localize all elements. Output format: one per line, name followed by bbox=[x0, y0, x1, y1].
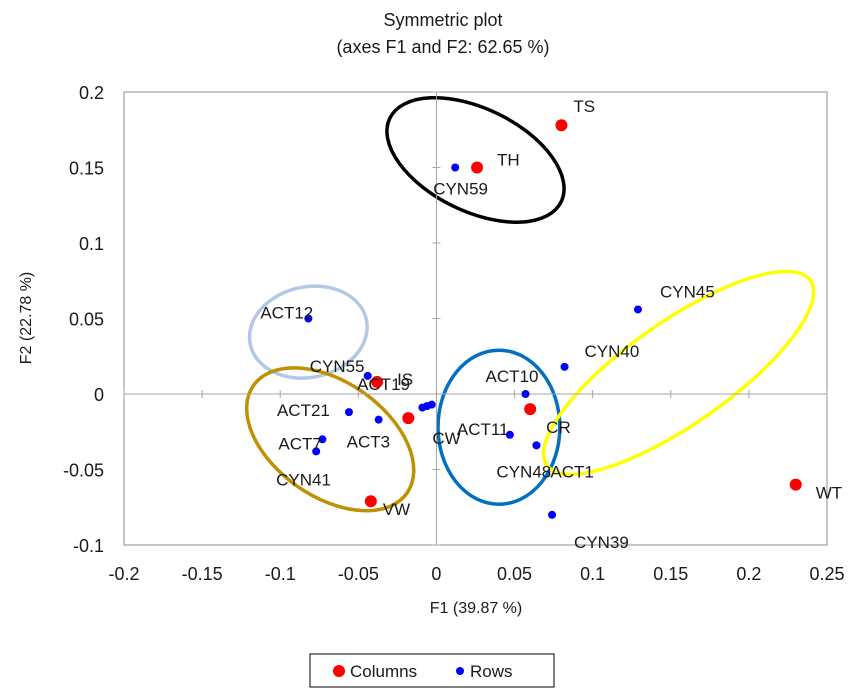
x-axis-ticks: -0.2 -0.15 -0.1 -0.05 0 0.05 0.1 0.15 0.2 0.25 bbox=[108, 390, 845, 584]
x-tick-label: 0.05 bbox=[497, 564, 532, 584]
x-tick-label: -0.05 bbox=[338, 564, 379, 584]
legend-label-rows: Rows bbox=[470, 662, 513, 681]
point-label-act1: ACT1 bbox=[550, 462, 593, 481]
y-tick-label: 0 bbox=[94, 385, 104, 405]
ellipse-blue-group bbox=[436, 348, 562, 506]
y-tick-label: 0.2 bbox=[79, 83, 104, 103]
point-rows-act21 bbox=[344, 408, 353, 417]
point-rows-act3 bbox=[374, 415, 383, 424]
point-columns-th bbox=[471, 161, 484, 174]
legend-box bbox=[309, 653, 555, 688]
plot-area bbox=[123, 91, 828, 546]
point-label-cyn40: CYN40 bbox=[585, 342, 640, 361]
legend: Columns Rows bbox=[309, 653, 555, 688]
point-label-act19: ACT19 bbox=[357, 375, 410, 394]
point-label-th: TH bbox=[497, 151, 520, 170]
point-label-cyn39: CYN39 bbox=[574, 533, 629, 552]
y-tick-label: 0.15 bbox=[69, 159, 104, 179]
point-columns-vw bbox=[364, 495, 377, 508]
point-label-cw: CW bbox=[432, 429, 460, 448]
y-tick-label: 0.05 bbox=[69, 310, 104, 330]
point-rows-cyn41 bbox=[312, 447, 321, 456]
point-label-act10: ACT10 bbox=[485, 367, 538, 386]
point-rows-cyn59 bbox=[451, 163, 460, 172]
legend-label-columns: Columns bbox=[350, 662, 417, 681]
point-rows-cyn39 bbox=[548, 510, 557, 519]
point-label-ts: TS bbox=[573, 97, 595, 116]
point-rows-act1 bbox=[532, 441, 541, 450]
point-label-act21: ACT21 bbox=[277, 401, 330, 420]
x-tick-label: -0.1 bbox=[265, 564, 296, 584]
chart-title: Symmetric plot bbox=[383, 10, 502, 30]
ellipse-lightblue-group bbox=[247, 284, 369, 380]
point-rows-cyn40 bbox=[560, 362, 569, 371]
ellipse-yellow-group bbox=[541, 269, 816, 477]
x-tick-label: -0.15 bbox=[182, 564, 223, 584]
ellipse-gold-group bbox=[244, 366, 416, 513]
data-points bbox=[304, 119, 802, 519]
chart-subtitle: (axes F1 and F2: 62.65 %) bbox=[336, 37, 549, 57]
point-label-cyn45: CYN45 bbox=[660, 282, 715, 301]
point-rows-act10 bbox=[521, 390, 530, 398]
point-rows-act11 bbox=[505, 430, 514, 439]
y-axis-ticks: -0.1 -0.05 0 0.05 0.1 0.15 0.2 bbox=[63, 83, 441, 556]
point-columns-is bbox=[371, 375, 384, 388]
point-rows bbox=[427, 400, 436, 409]
point-label-cr: CR bbox=[546, 418, 571, 437]
point-columns-wt bbox=[789, 478, 802, 491]
point-label-cyn59: CYN59 bbox=[433, 180, 488, 199]
x-axis-label: F1 (39.87 %) bbox=[430, 600, 522, 617]
point-label-wt: WT bbox=[816, 484, 842, 503]
point-label-act3: ACT3 bbox=[347, 433, 390, 452]
legend-marker-columns bbox=[333, 665, 345, 677]
point-label-is: IS bbox=[397, 370, 413, 389]
y-tick-label: 0.1 bbox=[79, 234, 104, 254]
x-tick-label: -0.2 bbox=[108, 564, 139, 584]
point-label-vw: VW bbox=[383, 500, 410, 519]
zero-axes bbox=[124, 92, 827, 545]
x-tick-label: 0.2 bbox=[736, 564, 761, 584]
point-rows-act12 bbox=[304, 314, 313, 323]
group-ellipses bbox=[244, 95, 816, 513]
y-tick-label: -0.05 bbox=[63, 461, 104, 481]
x-tick-label: 0.15 bbox=[653, 564, 688, 584]
point-columns-ts bbox=[555, 119, 568, 132]
point-label-cyn55: CYN55 bbox=[310, 357, 365, 376]
point-rows-cyn55 bbox=[363, 371, 372, 380]
ellipse-black-group bbox=[385, 95, 566, 224]
point-label-cyn48: CYN48 bbox=[496, 462, 551, 481]
point-columns-cw bbox=[402, 412, 415, 425]
y-tick-label: -0.1 bbox=[73, 536, 104, 556]
x-tick-label: 0.1 bbox=[580, 564, 605, 584]
point-label-cyn41: CYN41 bbox=[276, 470, 331, 489]
point-rows-cyn45 bbox=[633, 305, 642, 314]
legend-marker-rows bbox=[456, 667, 464, 675]
point-rows-act7 bbox=[318, 435, 327, 444]
point-label-act12: ACT12 bbox=[260, 304, 313, 323]
point-columns-cr bbox=[524, 403, 537, 416]
x-tick-label: 0 bbox=[431, 564, 441, 584]
point-label-act7: ACT7 bbox=[278, 434, 321, 453]
point-rows bbox=[418, 403, 427, 412]
point-label-act11: ACT11 bbox=[457, 420, 509, 439]
x-tick-label: 0.25 bbox=[809, 564, 844, 584]
y-axis-label: F2 (22.78 %) bbox=[18, 272, 35, 364]
